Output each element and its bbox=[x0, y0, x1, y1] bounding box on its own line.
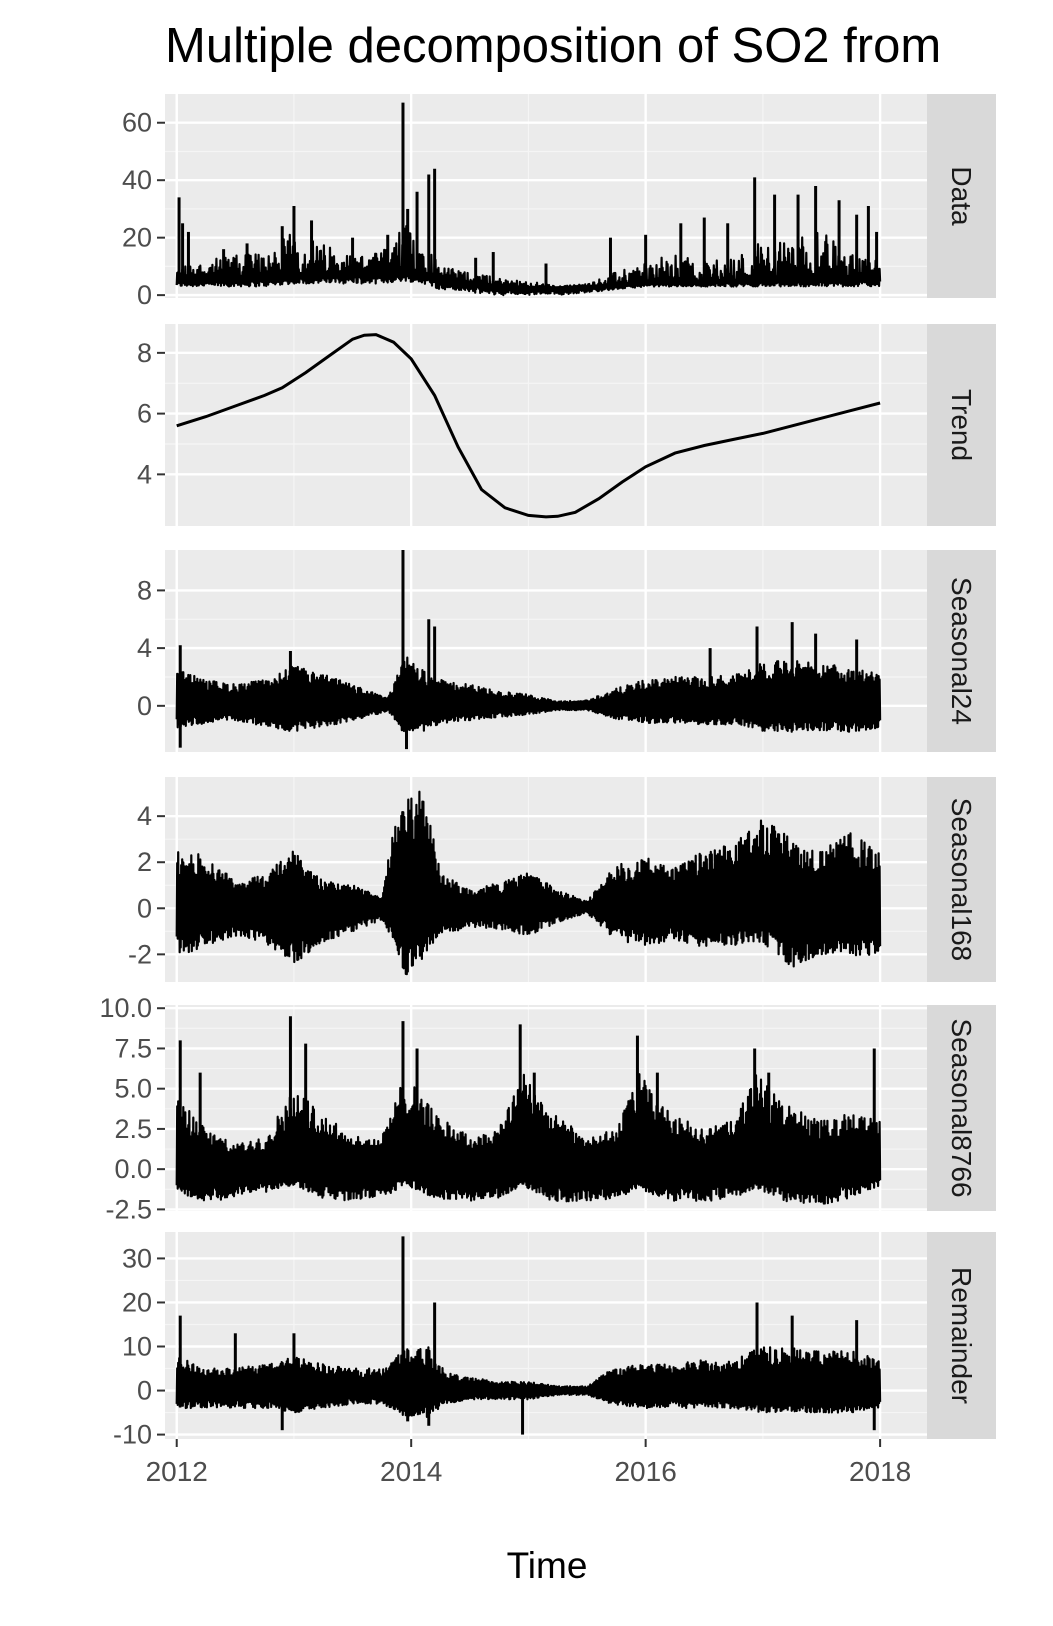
panel-seasonal24: 0 4 8 Seasonal24 bbox=[137, 550, 996, 752]
series-layer bbox=[175, 790, 882, 976]
panels: 0 20 40 60 Data 4 6 8 Trend 0 4 8 Seasonal24 -2 0 2 4 Sea… bbox=[99, 94, 996, 1450]
strip-label: Trend bbox=[946, 389, 977, 461]
strip-label: Remainder bbox=[946, 1267, 977, 1404]
x-tick-label: 2014 bbox=[380, 1456, 442, 1487]
strip-background bbox=[927, 777, 996, 982]
y-tick-label: 20 bbox=[122, 223, 152, 253]
series-layer bbox=[176, 333, 881, 519]
strip-background bbox=[927, 324, 996, 526]
series-line-seasonal168 bbox=[175, 790, 882, 976]
strip-background bbox=[927, 1232, 996, 1439]
panel-data: 0 20 40 60 Data bbox=[122, 94, 996, 310]
y-tick-label: 30 bbox=[122, 1243, 152, 1273]
chart-title: Multiple decomposition of SO2 from bbox=[165, 19, 941, 73]
strip-background bbox=[927, 1005, 996, 1211]
y-tick-label: 8 bbox=[137, 575, 152, 605]
y-tick-label: 5.0 bbox=[114, 1074, 152, 1104]
y-tick-label: 0 bbox=[137, 1376, 152, 1406]
y-tick-label: 7.5 bbox=[114, 1033, 152, 1063]
y-tick-label: 0 bbox=[137, 893, 152, 923]
y-tick-label: -2 bbox=[128, 939, 152, 969]
panel-remainder: -10 0 10 20 30 Remainder bbox=[113, 1232, 996, 1450]
series-line-trend bbox=[176, 333, 881, 519]
x-axis-label: Time bbox=[507, 1545, 588, 1586]
y-tick-label: 6 bbox=[137, 399, 152, 429]
y-tick-label: -10 bbox=[113, 1420, 152, 1450]
y-tick-label: 40 bbox=[122, 165, 152, 195]
series-layer bbox=[175, 102, 882, 297]
strip-label: Seasonal8766 bbox=[946, 1018, 977, 1197]
x-tick-label: 2016 bbox=[614, 1456, 676, 1487]
panel-background bbox=[165, 324, 927, 526]
y-tick-label: 0 bbox=[137, 691, 152, 721]
panel-seasonal168: -2 0 2 4 Seasonal168 bbox=[128, 777, 996, 982]
y-tick-label: 4 bbox=[137, 801, 152, 831]
y-tick-label: 4 bbox=[137, 459, 152, 489]
y-tick-label: 0 bbox=[137, 280, 152, 310]
y-tick-label: -2.5 bbox=[105, 1194, 152, 1224]
y-tick-label: 20 bbox=[122, 1287, 152, 1317]
strip-background bbox=[927, 94, 996, 298]
series-layer bbox=[175, 1236, 882, 1435]
strip-background bbox=[927, 550, 996, 752]
y-tick-label: 2.5 bbox=[114, 1114, 152, 1144]
series-layer bbox=[175, 550, 882, 750]
x-tick-label: 2018 bbox=[849, 1456, 911, 1487]
x-tick-label: 2012 bbox=[146, 1456, 208, 1487]
strip-label: Data bbox=[946, 166, 977, 226]
strip-label: Seasonal24 bbox=[946, 577, 977, 725]
y-tick-label: 10.0 bbox=[99, 993, 152, 1023]
y-tick-label: 0.0 bbox=[114, 1154, 152, 1184]
panel-trend: 4 6 8 Trend bbox=[137, 324, 996, 526]
y-tick-label: 4 bbox=[137, 633, 152, 663]
x-axis: 2012 2014 2016 2018 bbox=[146, 1439, 911, 1487]
series-line-seasonal24 bbox=[175, 656, 882, 733]
y-tick-label: 2 bbox=[137, 847, 152, 877]
data-trend-line bbox=[176, 269, 881, 290]
series-line-seasonal8766 bbox=[175, 1073, 882, 1205]
panel-seasonal8766: -2.5 0.0 2.5 5.0 7.5 10.0 Seasonal8766 bbox=[99, 993, 996, 1224]
series-layer bbox=[175, 1016, 882, 1205]
y-tick-label: 8 bbox=[137, 338, 152, 368]
strip-label: Seasonal168 bbox=[946, 798, 977, 961]
y-tick-label: 60 bbox=[122, 108, 152, 138]
y-tick-label: 10 bbox=[122, 1332, 152, 1362]
